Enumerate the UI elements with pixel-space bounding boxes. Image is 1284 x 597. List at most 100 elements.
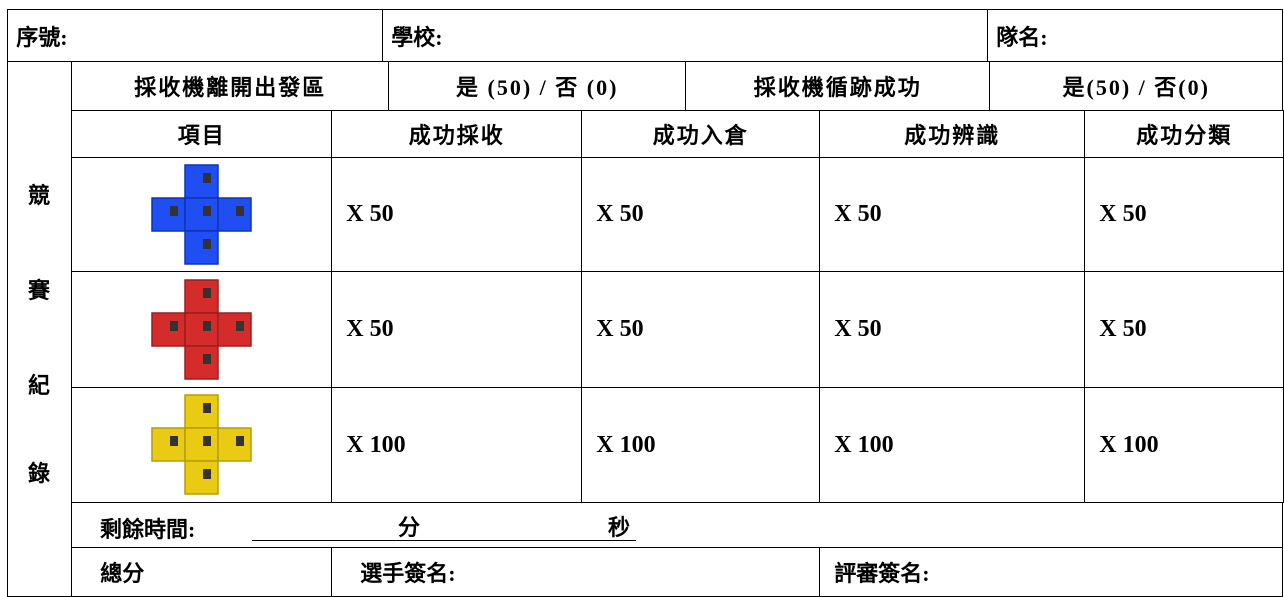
check-options: 是(50) / 否(0)	[1062, 75, 1210, 101]
score-cell: X 100	[819, 387, 1086, 504]
cross-mark	[202, 403, 211, 414]
score-multiplier: X 50	[596, 316, 644, 343]
cross-mark	[235, 205, 244, 216]
item-cell	[71, 271, 333, 389]
time-label: 剩餘時間:	[100, 517, 196, 542]
team-cell: 隊名:	[987, 9, 1284, 63]
cross-mark	[202, 287, 211, 298]
cross-mark	[202, 172, 211, 183]
school-cell: 學校:	[382, 9, 989, 63]
team-label: 隊名:	[996, 24, 1048, 50]
cross-block	[217, 312, 252, 347]
score-cell: X 50	[1084, 157, 1284, 273]
score-cell: X 50	[331, 271, 583, 389]
serial-label: 序號:	[16, 24, 68, 50]
item-cell	[71, 157, 333, 273]
score-multiplier: X 100	[1099, 431, 1159, 458]
score-cell: X 50	[331, 157, 583, 273]
score-multiplier: X 50	[834, 316, 882, 343]
time-minutes: 分	[398, 515, 421, 540]
cross-block	[184, 164, 219, 199]
column-header-cell: 成功入倉	[581, 110, 821, 159]
cross-mark	[202, 320, 211, 331]
player-sign-label: 選手簽名:	[360, 561, 456, 587]
cross-block	[184, 427, 219, 462]
score-cell: X 50	[819, 157, 1086, 273]
score-multiplier: X 50	[834, 201, 882, 228]
cross-mark	[235, 436, 244, 447]
total-cell: 總分	[71, 547, 333, 597]
side-char: 賽	[28, 278, 51, 303]
cross-block	[184, 394, 219, 429]
cross-mark	[169, 205, 178, 216]
score-multiplier: X 50	[1099, 316, 1147, 343]
column-header: 成功辨識	[904, 123, 1001, 149]
score-cell: X 50	[581, 271, 821, 389]
serial-cell: 序號:	[7, 9, 384, 63]
check-label: 採收機循跡成功	[753, 75, 922, 101]
cross-mark	[202, 436, 211, 447]
score-cell: X 50	[819, 271, 1086, 389]
score-cell: X 50	[1084, 271, 1284, 389]
score-cell: X 100	[1084, 387, 1284, 504]
cross-icon	[151, 164, 252, 265]
cross-block	[184, 312, 219, 347]
cross-block	[151, 312, 186, 347]
cross-mark	[202, 205, 211, 216]
side-char: 競	[28, 183, 51, 208]
item-cell	[71, 387, 333, 504]
column-header-cell: 項目	[71, 110, 333, 159]
cross-icon	[151, 279, 252, 380]
score-multiplier: X 50	[1099, 201, 1147, 228]
judge-sign-label: 評審簽名:	[834, 561, 930, 587]
cross-mark	[202, 469, 211, 480]
check-options: 是 (50) / 否 (0)	[456, 75, 619, 101]
side-char: 錄	[28, 461, 51, 486]
cross-block	[184, 279, 219, 314]
side-char: 紀	[28, 373, 51, 398]
score-multiplier: X 50	[346, 201, 394, 228]
cross-block	[184, 230, 219, 265]
score-cell: X 100	[581, 387, 821, 504]
cross-block	[184, 460, 219, 495]
cross-block	[184, 345, 219, 380]
total-label: 總分	[100, 561, 145, 587]
score-multiplier: X 100	[834, 431, 894, 458]
school-label: 學校:	[391, 24, 443, 50]
score-cell: X 50	[581, 157, 821, 273]
cross-mark	[202, 353, 211, 364]
time-cell	[71, 502, 1284, 549]
cross-block	[184, 197, 219, 232]
score-cell: X 100	[331, 387, 583, 504]
cross-block	[217, 427, 252, 462]
check-label-cell: 採收機循跡成功	[685, 61, 991, 112]
player-sign-cell: 選手簽名:	[331, 547, 821, 597]
column-header: 成功採收	[408, 123, 505, 149]
cross-mark	[235, 320, 244, 331]
cross-mark	[169, 436, 178, 447]
time-seconds: 秒	[608, 515, 631, 540]
cross-icon	[151, 394, 252, 495]
check-options-cell: 是 (50) / 否 (0)	[388, 61, 687, 112]
score-multiplier: X 50	[596, 201, 644, 228]
column-header: 項目	[177, 123, 226, 149]
time-underline	[252, 540, 636, 541]
column-header-cell: 成功採收	[331, 110, 583, 159]
check-label-cell: 採收機離開出發區	[71, 61, 390, 112]
check-options-cell: 是(50) / 否(0)	[989, 61, 1284, 112]
score-multiplier: X 100	[596, 431, 656, 458]
cross-block	[217, 197, 252, 232]
column-header-cell: 成功辨識	[819, 110, 1086, 159]
column-header: 成功入倉	[652, 123, 749, 149]
column-header-cell: 成功分類	[1084, 110, 1284, 159]
side-cell	[7, 61, 73, 597]
check-label: 採收機離開出發區	[134, 75, 327, 101]
cross-block	[151, 197, 186, 232]
score-multiplier: X 100	[346, 431, 406, 458]
score-multiplier: X 50	[346, 316, 394, 343]
cross-mark	[169, 320, 178, 331]
cross-mark	[202, 238, 211, 249]
judge-sign-cell: 評審簽名:	[819, 547, 1284, 597]
column-header: 成功分類	[1136, 123, 1233, 149]
